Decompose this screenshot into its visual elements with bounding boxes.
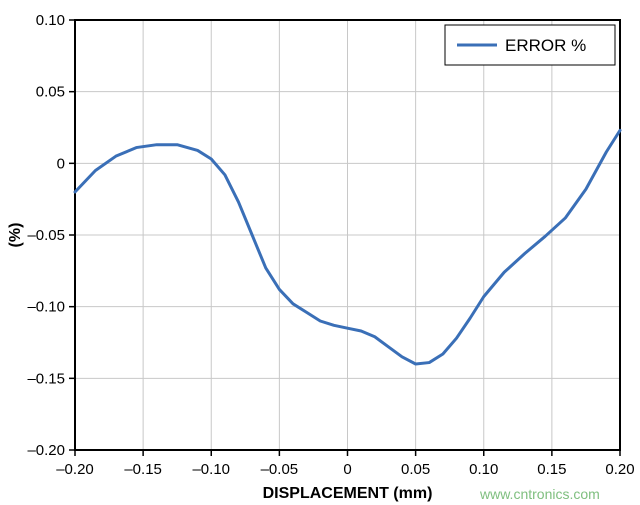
chart-container: –0.20 –0.15 –0.10 –0.05 0 0.05 0.10 0.15 0.20 –0.… <box>0 0 640 505</box>
x-tick-label: –0.05 <box>261 461 299 478</box>
x-tick-label: 0.05 <box>401 461 430 478</box>
x-tick-label: –0.15 <box>124 461 162 478</box>
x-tick-label: 0.10 <box>469 461 498 478</box>
x-axis-label: DISPLACEMENT (mm) <box>263 485 433 502</box>
y-tick-label: 0.05 <box>36 84 65 101</box>
y-tick-label: –0.05 <box>27 227 65 244</box>
y-tick-label: –0.20 <box>27 442 65 459</box>
x-tick-label: 0 <box>343 461 351 478</box>
y-axis-label: (%) <box>7 223 24 248</box>
legend-label: ERROR % <box>505 36 586 55</box>
y-tick-label: 0 <box>57 155 65 172</box>
line-chart: –0.20 –0.15 –0.10 –0.05 0 0.05 0.10 0.15 0.20 –0.… <box>0 0 640 505</box>
x-tick-label: 0.20 <box>605 461 634 478</box>
y-tick-label: 0.10 <box>36 12 65 29</box>
x-tick-label: –0.10 <box>192 461 230 478</box>
y-tick-label: –0.10 <box>27 299 65 316</box>
y-tick-label: –0.15 <box>27 370 65 387</box>
x-tick-label: –0.20 <box>56 461 94 478</box>
x-tick-label: 0.15 <box>537 461 566 478</box>
